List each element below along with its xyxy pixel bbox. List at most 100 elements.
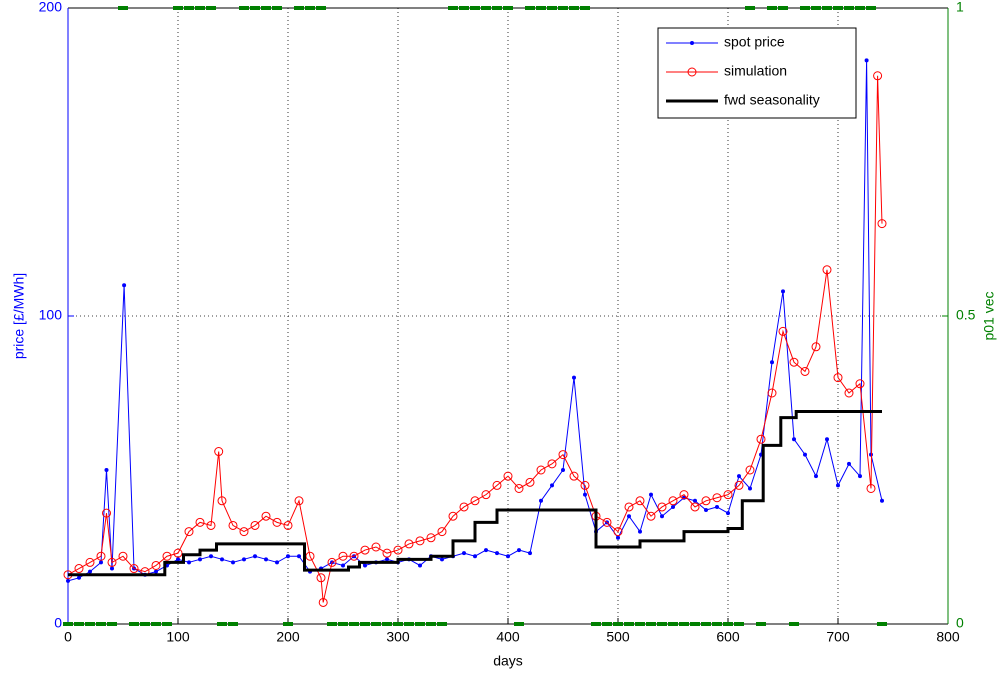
legend-label: fwd seasonality xyxy=(724,92,820,108)
point xyxy=(426,533,436,543)
point xyxy=(187,560,191,565)
p01-point xyxy=(107,622,117,626)
point xyxy=(514,483,524,493)
p01-point xyxy=(371,622,381,626)
p01-point xyxy=(657,622,667,626)
y2-tick-label: 0 xyxy=(956,615,964,631)
point xyxy=(726,511,730,516)
point xyxy=(781,289,785,294)
point xyxy=(283,520,293,530)
point xyxy=(528,551,532,556)
point xyxy=(646,511,656,521)
p01-point xyxy=(778,6,788,10)
p01-point xyxy=(503,6,513,10)
p01-point xyxy=(228,622,238,626)
series-line xyxy=(68,409,882,577)
point xyxy=(517,548,521,553)
point xyxy=(723,490,733,500)
p01-point xyxy=(360,622,370,626)
point xyxy=(272,517,282,527)
point xyxy=(261,511,271,521)
x-tick-label: 0 xyxy=(64,629,72,645)
p01-point xyxy=(701,622,711,626)
p01-point xyxy=(261,6,271,10)
p01-point xyxy=(756,622,766,626)
y2-tick-label: 1 xyxy=(956,0,964,15)
point xyxy=(473,554,477,559)
point xyxy=(385,557,389,562)
x-tick-label: 400 xyxy=(496,629,520,645)
point xyxy=(286,554,290,559)
point xyxy=(118,551,128,561)
point xyxy=(217,496,227,506)
p01-point xyxy=(558,6,568,10)
point xyxy=(690,502,700,512)
point xyxy=(96,551,106,561)
point xyxy=(580,480,590,490)
p01-point xyxy=(338,622,348,626)
point xyxy=(104,468,109,472)
point xyxy=(602,517,612,527)
point xyxy=(129,564,139,574)
point xyxy=(85,557,95,567)
p01-point xyxy=(690,622,700,626)
point xyxy=(569,471,579,481)
point xyxy=(811,342,821,352)
series-line xyxy=(67,75,883,603)
point xyxy=(547,459,557,469)
p01-point xyxy=(767,6,777,10)
point xyxy=(847,461,851,466)
point xyxy=(770,360,774,365)
point xyxy=(462,551,466,556)
point xyxy=(176,557,180,562)
point xyxy=(833,373,843,383)
point xyxy=(712,493,722,503)
p01-point xyxy=(382,622,392,626)
p01-point xyxy=(547,6,557,10)
p01-point xyxy=(283,622,293,626)
p01-point xyxy=(404,622,414,626)
point xyxy=(671,504,675,509)
p01-point xyxy=(800,6,810,10)
point xyxy=(264,557,268,562)
p01-point xyxy=(85,622,95,626)
p01-point xyxy=(437,622,447,626)
p01-point xyxy=(217,622,227,626)
point xyxy=(275,560,279,565)
point xyxy=(649,492,653,497)
point xyxy=(572,375,576,380)
point xyxy=(715,504,719,509)
point xyxy=(371,542,381,552)
p01-point xyxy=(591,622,601,626)
point xyxy=(440,557,444,562)
p01-point xyxy=(822,6,832,10)
p01-point xyxy=(448,6,458,10)
point xyxy=(404,539,414,549)
legend-marker xyxy=(687,67,697,77)
p01-point xyxy=(195,6,205,10)
point xyxy=(624,502,634,512)
p01-point xyxy=(459,6,469,10)
point xyxy=(418,563,422,568)
point xyxy=(495,551,499,556)
p01-point xyxy=(294,6,304,10)
point xyxy=(74,564,84,574)
point xyxy=(737,474,741,479)
point xyxy=(869,452,873,457)
point xyxy=(693,498,697,503)
p01-point xyxy=(415,622,425,626)
point xyxy=(550,483,554,488)
x-tick-label: 300 xyxy=(386,629,410,645)
legend-label: spot price xyxy=(724,34,785,50)
x-tick-label: 700 xyxy=(826,629,850,645)
point xyxy=(250,520,260,530)
point xyxy=(873,71,883,81)
point xyxy=(844,388,854,398)
point xyxy=(110,566,114,571)
point xyxy=(638,529,642,534)
p01-point xyxy=(184,6,194,10)
point xyxy=(679,490,689,500)
y2-axis-label: p01 vec xyxy=(981,291,997,340)
point xyxy=(539,498,543,503)
